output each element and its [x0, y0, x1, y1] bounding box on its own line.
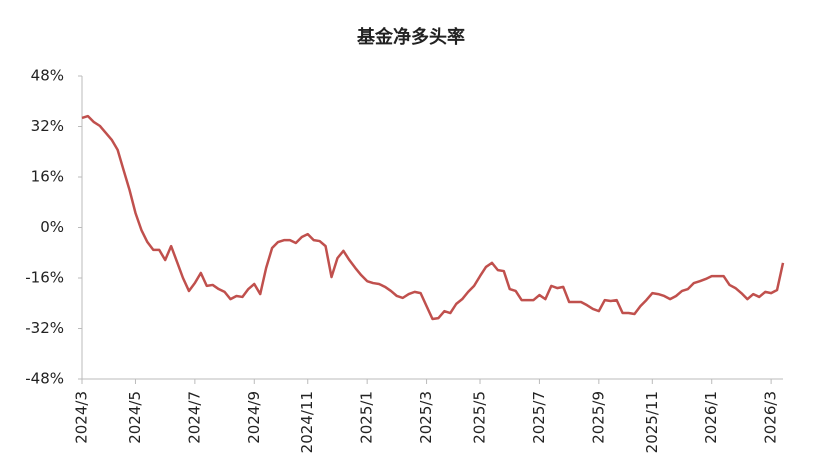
x-tick-label: 2024/5	[126, 391, 144, 444]
x-tick-label: 2025/7	[530, 391, 548, 444]
y-tick-label: 48%	[31, 67, 64, 85]
y-tick-label: 16%	[31, 168, 64, 186]
x-tick-label: 2024/11	[298, 391, 316, 453]
y-tick-label: 0%	[40, 218, 64, 236]
x-tick-label: 2025/5	[471, 391, 489, 444]
line-series	[81, 114, 785, 321]
x-tick-label: 2026/1	[702, 391, 720, 444]
chart-title: 基金净多头率	[356, 26, 465, 48]
x-tick-label: 2025/11	[643, 391, 661, 453]
x-tick-label: 2024/3	[73, 391, 91, 444]
x-tick-label: 2025/3	[417, 391, 435, 444]
y-tick-label: 32%	[31, 117, 64, 135]
y-tick-label: -32%	[25, 319, 64, 337]
y-tick-label: -48%	[25, 370, 64, 388]
x-tick-label: 2025/9	[589, 391, 607, 444]
x-tick-label: 2024/7	[185, 391, 203, 444]
x-tick-label: 2024/9	[245, 391, 263, 444]
y-tick-label: -16%	[25, 269, 64, 287]
x-tick-label: 2025/1	[358, 391, 376, 444]
x-tick-label: 2026/3	[762, 391, 780, 444]
